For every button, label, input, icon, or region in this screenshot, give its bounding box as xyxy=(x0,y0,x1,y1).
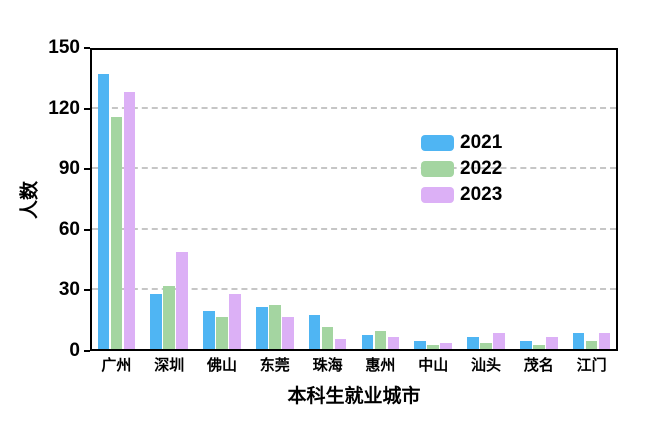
bar-2021-佛山 xyxy=(203,310,215,349)
x-tick-label: 深圳 xyxy=(154,357,185,374)
bar-2021-珠海 xyxy=(308,314,321,349)
x-tick-label: 江门 xyxy=(576,357,607,374)
x-tick-label: 东莞 xyxy=(259,357,290,374)
bar-2021-深圳 xyxy=(150,294,162,349)
bar-2022-东莞 xyxy=(269,304,281,349)
y-tick-label: 30 xyxy=(58,279,80,301)
gridline xyxy=(92,106,616,109)
bar-2022-珠海 xyxy=(321,326,334,349)
x-axis-title: 本科生就业城市 xyxy=(287,386,421,407)
legend-swatch xyxy=(421,187,454,203)
bar-2023-广州 xyxy=(123,92,136,349)
bar-2023-江门 xyxy=(598,332,611,349)
legend-swatch xyxy=(421,161,454,177)
bar-2021-惠州 xyxy=(361,334,374,349)
bar-2023-中山 xyxy=(440,342,452,349)
y-axis-tick xyxy=(84,168,90,171)
bar-2022-江门 xyxy=(585,340,598,349)
x-tick-label: 佛山 xyxy=(206,357,237,374)
x-tick-label: 中山 xyxy=(418,357,449,374)
y-axis-tick xyxy=(84,289,90,292)
bar-2022-茂名 xyxy=(533,344,545,349)
x-tick-label: 惠州 xyxy=(365,357,396,374)
legend-item: 2023 xyxy=(421,184,503,205)
legend-swatch xyxy=(421,135,454,151)
y-tick-label: 0 xyxy=(69,340,80,361)
bar-2021-茂名 xyxy=(520,340,532,349)
y-axis-tick xyxy=(84,228,90,231)
legend-label: 2022 xyxy=(460,158,503,179)
y-axis-tick xyxy=(84,350,90,352)
y-tick-label: 120 xyxy=(48,97,80,119)
bar-2023-汕头 xyxy=(493,332,505,349)
x-tick-label: 广州 xyxy=(101,357,132,374)
y-tick-label: 90 xyxy=(58,158,80,180)
bar-2021-汕头 xyxy=(467,336,479,349)
bar-2023-茂名 xyxy=(546,336,558,349)
bar-2021-广州 xyxy=(97,74,110,349)
bar-2021-东莞 xyxy=(256,306,268,349)
x-tick-label: 茂名 xyxy=(523,357,554,374)
x-tick-label: 汕头 xyxy=(470,357,501,374)
y-axis-tick xyxy=(84,107,90,110)
legend-item: 2021 xyxy=(421,132,503,153)
gridline xyxy=(92,167,616,170)
bar-2023-惠州 xyxy=(387,336,400,349)
y-tick-label: 60 xyxy=(58,218,80,240)
legend: 2021 2022 2023 xyxy=(421,132,503,213)
x-tick-label: 珠海 xyxy=(312,357,343,374)
gridline xyxy=(92,288,616,291)
gridline xyxy=(92,227,616,230)
bar-2023-佛山 xyxy=(229,294,241,349)
bar-2022-汕头 xyxy=(480,342,492,349)
bar-2022-深圳 xyxy=(163,286,175,349)
bar-2021-中山 xyxy=(414,340,426,349)
plot-area xyxy=(90,48,618,351)
legend-item: 2022 xyxy=(421,158,503,179)
legend-label: 2021 xyxy=(460,132,503,153)
bar-2023-珠海 xyxy=(334,338,347,349)
bar-2022-惠州 xyxy=(374,330,387,349)
bar-2023-深圳 xyxy=(176,252,188,349)
bar-2021-江门 xyxy=(572,332,585,349)
y-tick-label: 150 xyxy=(48,37,80,58)
bar-2022-中山 xyxy=(427,344,439,349)
bar-2022-佛山 xyxy=(216,316,228,349)
bar-2023-东莞 xyxy=(282,316,294,349)
bar-2022-广州 xyxy=(110,116,123,349)
y-axis-tick xyxy=(84,47,90,49)
legend-label: 2023 xyxy=(460,184,503,205)
y-axis-title: 人数 xyxy=(19,180,41,220)
